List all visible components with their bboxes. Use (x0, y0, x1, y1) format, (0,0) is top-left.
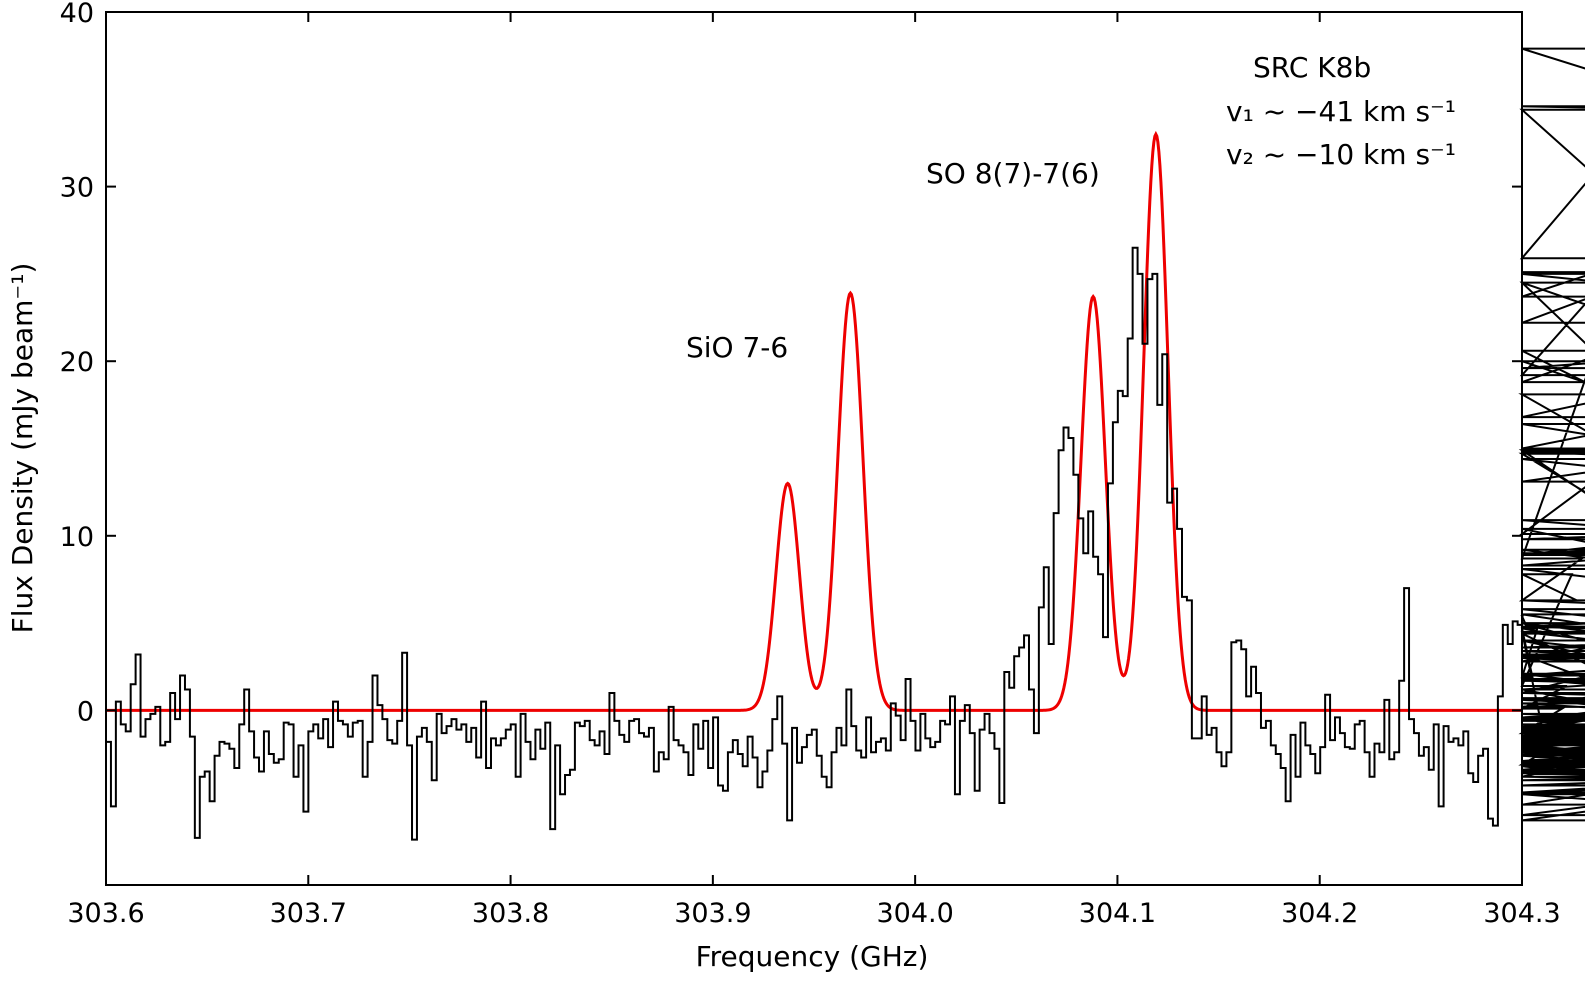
ticks-layer: 303.6 303.7 303.8 303.9 304.0 304.1 304.2 304.3… (60, 0, 1561, 929)
y-tick-label: 40 (60, 0, 94, 29)
x-tick-label: 304.3 (1483, 898, 1560, 929)
so-line-label: SO 8(7)-7(6) (926, 157, 1100, 190)
sio-line-label: SiO 7-6 (686, 331, 788, 364)
x-axis-title: Frequency (GHz) (696, 940, 929, 973)
x-tick-label: 303.9 (674, 898, 751, 929)
fit-layer (106, 130, 1522, 712)
plot-frame (105, 11, 1523, 886)
x-tick-label: 303.8 (472, 898, 549, 929)
y-axis-title: Flux Density (mJy beam⁻¹) (6, 263, 39, 634)
y-tick-label: 30 (60, 173, 94, 204)
y-tick-label: 20 (60, 347, 94, 378)
x-tick-label: 304.0 (876, 898, 953, 929)
gaussian-fit-series (106, 130, 1522, 712)
x-tick-label: 303.7 (270, 898, 347, 929)
x-tick-label: 304.1 (1079, 898, 1156, 929)
x-tick-label: 303.6 (67, 898, 144, 929)
y-tick-label: 10 (60, 522, 94, 553)
data-layer (106, 47, 1585, 841)
spectrum-step-series (106, 47, 1585, 841)
velocity-2-label: v₂ ~ −10 km s⁻¹ (1226, 138, 1456, 171)
velocity-1-label: v₁ ~ −41 km s⁻¹ (1226, 95, 1456, 128)
x-tick-label: 304.2 (1281, 898, 1358, 929)
y-tick-label: 0 (77, 696, 94, 727)
source-name-label: SRC K8b (1253, 51, 1371, 84)
